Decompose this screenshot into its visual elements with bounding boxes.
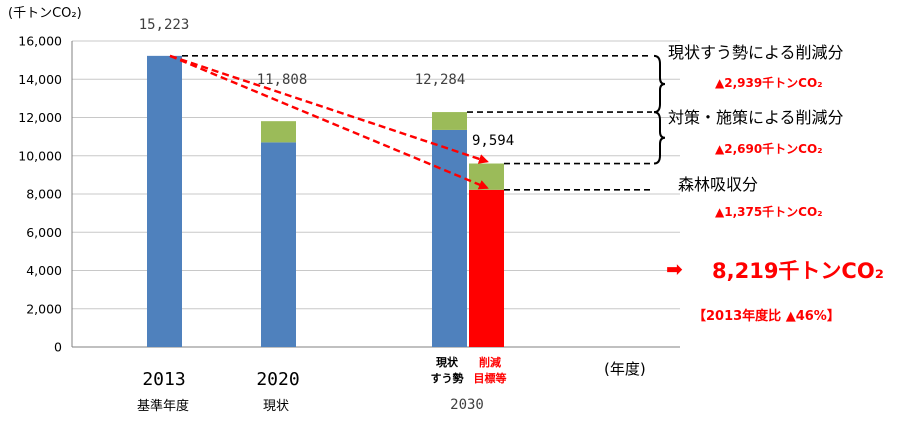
x-label-2013-year: 2013: [142, 369, 185, 390]
annotation-amount-bau: ▲2,939千トンCO₂: [715, 75, 822, 90]
annotation-title-bau: 現状すう勢による削減分: [668, 43, 844, 62]
y-tick-label: 16,000: [18, 34, 62, 49]
x-label-target-line2: 目標等: [474, 371, 507, 385]
bar-segment: [432, 112, 467, 130]
annotation-braces: [653, 54, 666, 165]
annotation-amount-measures: ▲2,690千トンCO₂: [715, 141, 822, 156]
x-label-2013-sub: 基準年度: [137, 398, 189, 414]
bar-segment: [469, 189, 504, 347]
x-label-2020-sub: 現状: [263, 399, 289, 414]
x-label-2020-year: 2020: [256, 369, 299, 390]
annotations: 現状すう勢による削減分 ▲2,939千トンCO₂ 対策・施策による削減分 ▲2,690…: [668, 43, 844, 219]
bar-value-labels: 15,223 11,808 12,284 9,594: [139, 17, 514, 149]
annotation-amount-forest: ▲1,375千トンCO₂: [715, 204, 822, 219]
y-tick-label: 14,000: [18, 72, 62, 87]
value-label-2020: 11,808: [257, 72, 308, 88]
x-label-bau-line1: 現状: [436, 355, 459, 369]
value-label-2030-target: 9,594: [472, 133, 514, 149]
reduction-arrows: [169, 54, 489, 190]
result-value: 8,219千トンCO₂: [712, 259, 884, 283]
arrow-to-net-target: [169, 54, 489, 190]
reference-dashed-lines: [182, 55, 652, 191]
result-block: ➡ 8,219千トンCO₂ 【2013年度比 ▲46%】: [666, 257, 884, 324]
y-unit-label: (千トンCO₂): [8, 6, 82, 21]
y-tick-label: 12,000: [18, 110, 62, 125]
y-tick-label: 2,000: [26, 301, 62, 316]
value-label-2030-bau: 12,284: [415, 72, 466, 88]
bars: [147, 55, 504, 347]
y-axis-ticks: 0 2,000 4,000 6,000 8,000 10,000 12,000 14,000 1…: [18, 34, 62, 355]
x-label-2030: 2030: [450, 397, 484, 413]
value-label-2013: 15,223: [139, 17, 190, 33]
bar-segment: [261, 142, 296, 347]
x-label-bau-line2: すう勢: [431, 371, 464, 385]
x-unit-label: (年度): [604, 360, 646, 378]
annotation-title-measures: 対策・施策による削減分: [668, 108, 844, 127]
y-tick-label: 10,000: [18, 148, 62, 163]
arrow-to-bau-target: [169, 54, 489, 164]
bar-segment: [469, 163, 504, 190]
y-tick-label: 4,000: [26, 263, 62, 278]
y-tick-label: 8,000: [26, 187, 62, 202]
brace-measures-reduction: [653, 111, 666, 165]
y-tick-label: 0: [54, 340, 62, 355]
bar-segment: [432, 129, 467, 347]
annotation-title-forest: 森林吸収分: [678, 175, 758, 194]
bar-segment: [261, 121, 296, 143]
y-tick-label: 6,000: [26, 225, 62, 240]
result-arrow-icon: ➡: [666, 257, 683, 281]
result-ratio: 【2013年度比 ▲46%】: [693, 308, 840, 324]
x-label-target-line1: 削減: [479, 355, 501, 369]
brace-bau-reduction: [653, 54, 666, 114]
bar-segment: [147, 55, 182, 347]
